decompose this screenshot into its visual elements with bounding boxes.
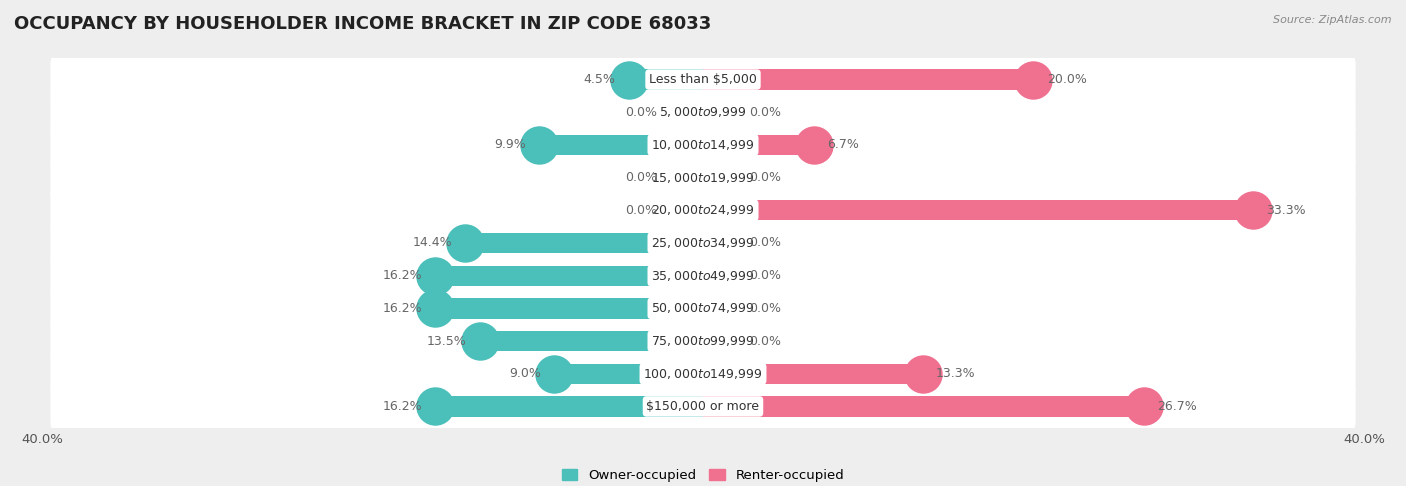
Text: 16.2%: 16.2% — [382, 400, 422, 413]
Text: 0.0%: 0.0% — [749, 171, 782, 184]
Text: 0.0%: 0.0% — [624, 106, 657, 119]
Text: $20,000 to $24,999: $20,000 to $24,999 — [651, 203, 755, 217]
FancyBboxPatch shape — [51, 382, 1355, 431]
FancyBboxPatch shape — [51, 349, 1355, 399]
FancyBboxPatch shape — [51, 55, 1355, 104]
Bar — [703, 298, 737, 318]
Bar — [703, 168, 737, 188]
Text: 13.3%: 13.3% — [936, 367, 976, 380]
Bar — [669, 200, 703, 221]
Bar — [703, 331, 737, 351]
Bar — [703, 102, 737, 122]
Bar — [465, 233, 703, 253]
FancyBboxPatch shape — [51, 316, 1355, 366]
Text: 16.2%: 16.2% — [382, 269, 422, 282]
Legend: Owner-occupied, Renter-occupied: Owner-occupied, Renter-occupied — [557, 464, 849, 486]
Text: $50,000 to $74,999: $50,000 to $74,999 — [651, 301, 755, 315]
FancyBboxPatch shape — [51, 218, 1355, 268]
Bar — [436, 298, 703, 318]
Text: 13.5%: 13.5% — [427, 334, 467, 347]
FancyBboxPatch shape — [51, 87, 1355, 137]
Bar — [669, 168, 703, 188]
Text: 0.0%: 0.0% — [624, 171, 657, 184]
Bar — [554, 364, 703, 384]
Bar — [669, 102, 703, 122]
Bar — [436, 396, 703, 417]
Bar — [703, 265, 737, 286]
Text: 26.7%: 26.7% — [1157, 400, 1197, 413]
Text: 0.0%: 0.0% — [749, 269, 782, 282]
Text: 0.0%: 0.0% — [749, 334, 782, 347]
Text: $25,000 to $34,999: $25,000 to $34,999 — [651, 236, 755, 250]
Text: $150,000 or more: $150,000 or more — [647, 400, 759, 413]
Text: 0.0%: 0.0% — [624, 204, 657, 217]
Bar — [703, 233, 737, 253]
Text: $35,000 to $49,999: $35,000 to $49,999 — [651, 269, 755, 283]
FancyBboxPatch shape — [51, 186, 1355, 235]
Bar — [628, 69, 703, 90]
Bar — [703, 200, 1253, 221]
Text: 0.0%: 0.0% — [749, 302, 782, 315]
Text: $75,000 to $99,999: $75,000 to $99,999 — [651, 334, 755, 348]
Text: Source: ZipAtlas.com: Source: ZipAtlas.com — [1274, 15, 1392, 25]
Text: $100,000 to $149,999: $100,000 to $149,999 — [644, 367, 762, 381]
FancyBboxPatch shape — [51, 153, 1355, 203]
Text: 0.0%: 0.0% — [749, 237, 782, 249]
Bar — [703, 396, 1144, 417]
FancyBboxPatch shape — [51, 283, 1355, 333]
Text: $10,000 to $14,999: $10,000 to $14,999 — [651, 138, 755, 152]
Text: $5,000 to $9,999: $5,000 to $9,999 — [659, 105, 747, 119]
Bar — [540, 135, 703, 155]
Bar — [703, 135, 814, 155]
Text: 9.0%: 9.0% — [509, 367, 541, 380]
Text: $15,000 to $19,999: $15,000 to $19,999 — [651, 171, 755, 185]
Text: OCCUPANCY BY HOUSEHOLDER INCOME BRACKET IN ZIP CODE 68033: OCCUPANCY BY HOUSEHOLDER INCOME BRACKET … — [14, 15, 711, 33]
Bar — [703, 364, 922, 384]
Text: 4.5%: 4.5% — [583, 73, 616, 86]
Bar — [703, 69, 1033, 90]
Text: 33.3%: 33.3% — [1267, 204, 1306, 217]
Text: 0.0%: 0.0% — [749, 106, 782, 119]
Text: 16.2%: 16.2% — [382, 302, 422, 315]
Text: 14.4%: 14.4% — [412, 237, 451, 249]
Bar — [479, 331, 703, 351]
Text: 20.0%: 20.0% — [1046, 73, 1087, 86]
Text: Less than $5,000: Less than $5,000 — [650, 73, 756, 86]
FancyBboxPatch shape — [51, 251, 1355, 300]
Bar — [436, 265, 703, 286]
FancyBboxPatch shape — [51, 120, 1355, 170]
Text: 9.9%: 9.9% — [495, 139, 526, 152]
Text: 6.7%: 6.7% — [827, 139, 859, 152]
